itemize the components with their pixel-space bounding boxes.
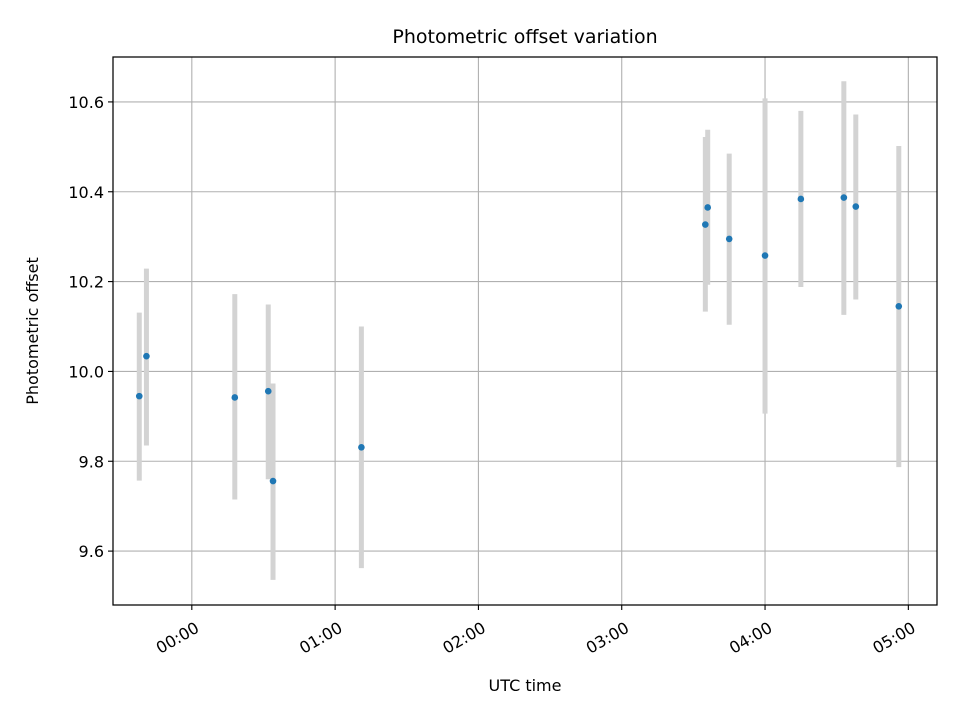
error-bars: [136, 81, 902, 580]
x-axis-label: UTC time: [489, 676, 562, 695]
x-tick-label: 02:00: [439, 618, 488, 658]
data-point: [852, 203, 860, 210]
chart-title: Photometric offset variation: [392, 26, 657, 48]
y-tick-label: 10.6: [68, 93, 104, 112]
data-point: [895, 302, 903, 310]
data-point: [797, 195, 805, 203]
data-point: [358, 444, 365, 451]
y-tick-label: 10.0: [68, 362, 104, 381]
data-point: [840, 194, 848, 201]
x-axis: 00:00 01:00 02:00 03:00 04:00 05:00: [153, 605, 919, 658]
x-tick-label: 05:00: [869, 618, 918, 658]
y-axis-label: Photometric offset: [23, 257, 42, 405]
y-tick-label: 10.2: [68, 273, 104, 292]
data-point: [231, 394, 239, 401]
data-point: [704, 204, 712, 211]
y-tick-label: 9.8: [79, 452, 104, 471]
y-tick-label: 9.6: [79, 542, 104, 561]
y-axis: 9.6 9.8 10.0 10.2 10.4 10.6: [68, 93, 113, 561]
data-point: [725, 235, 733, 243]
x-tick-label: 03:00: [583, 618, 632, 658]
data-point: [135, 392, 143, 400]
x-tick-label: 01:00: [296, 618, 345, 658]
data-point: [143, 352, 150, 360]
plot-frame: [112, 56, 938, 606]
data-point: [761, 252, 769, 259]
data-point: [264, 387, 272, 395]
x-tick-label: 04:00: [726, 618, 775, 658]
data-point: [702, 221, 709, 228]
data-points: [135, 194, 903, 485]
y-tick-label: 10.4: [68, 183, 104, 202]
x-tick-label: 00:00: [153, 618, 202, 658]
data-point: [269, 477, 277, 485]
